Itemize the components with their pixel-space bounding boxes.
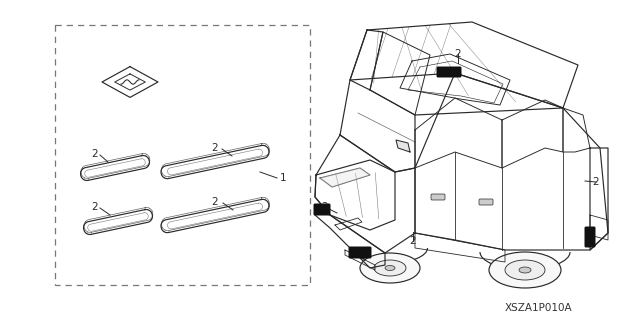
- Text: 2: 2: [410, 236, 416, 246]
- Text: 2: 2: [212, 143, 218, 153]
- FancyBboxPatch shape: [349, 247, 371, 258]
- Ellipse shape: [489, 252, 561, 288]
- Text: 2: 2: [593, 177, 599, 187]
- FancyBboxPatch shape: [479, 199, 493, 205]
- Polygon shape: [396, 140, 410, 152]
- Text: 2: 2: [322, 202, 328, 212]
- Text: XSZA1P010A: XSZA1P010A: [505, 303, 573, 313]
- Ellipse shape: [360, 253, 420, 283]
- Bar: [55, 25, 310, 285]
- FancyBboxPatch shape: [431, 194, 445, 200]
- Polygon shape: [320, 168, 370, 187]
- Text: 2: 2: [454, 49, 461, 59]
- Text: 1: 1: [280, 173, 286, 183]
- Ellipse shape: [385, 265, 395, 271]
- Ellipse shape: [519, 267, 531, 273]
- Text: 2: 2: [212, 197, 218, 207]
- FancyBboxPatch shape: [436, 66, 461, 78]
- Ellipse shape: [505, 260, 545, 280]
- Text: 2: 2: [92, 149, 99, 159]
- Ellipse shape: [374, 260, 406, 276]
- FancyBboxPatch shape: [584, 226, 595, 248]
- Text: 2: 2: [92, 202, 99, 212]
- FancyBboxPatch shape: [314, 204, 330, 216]
